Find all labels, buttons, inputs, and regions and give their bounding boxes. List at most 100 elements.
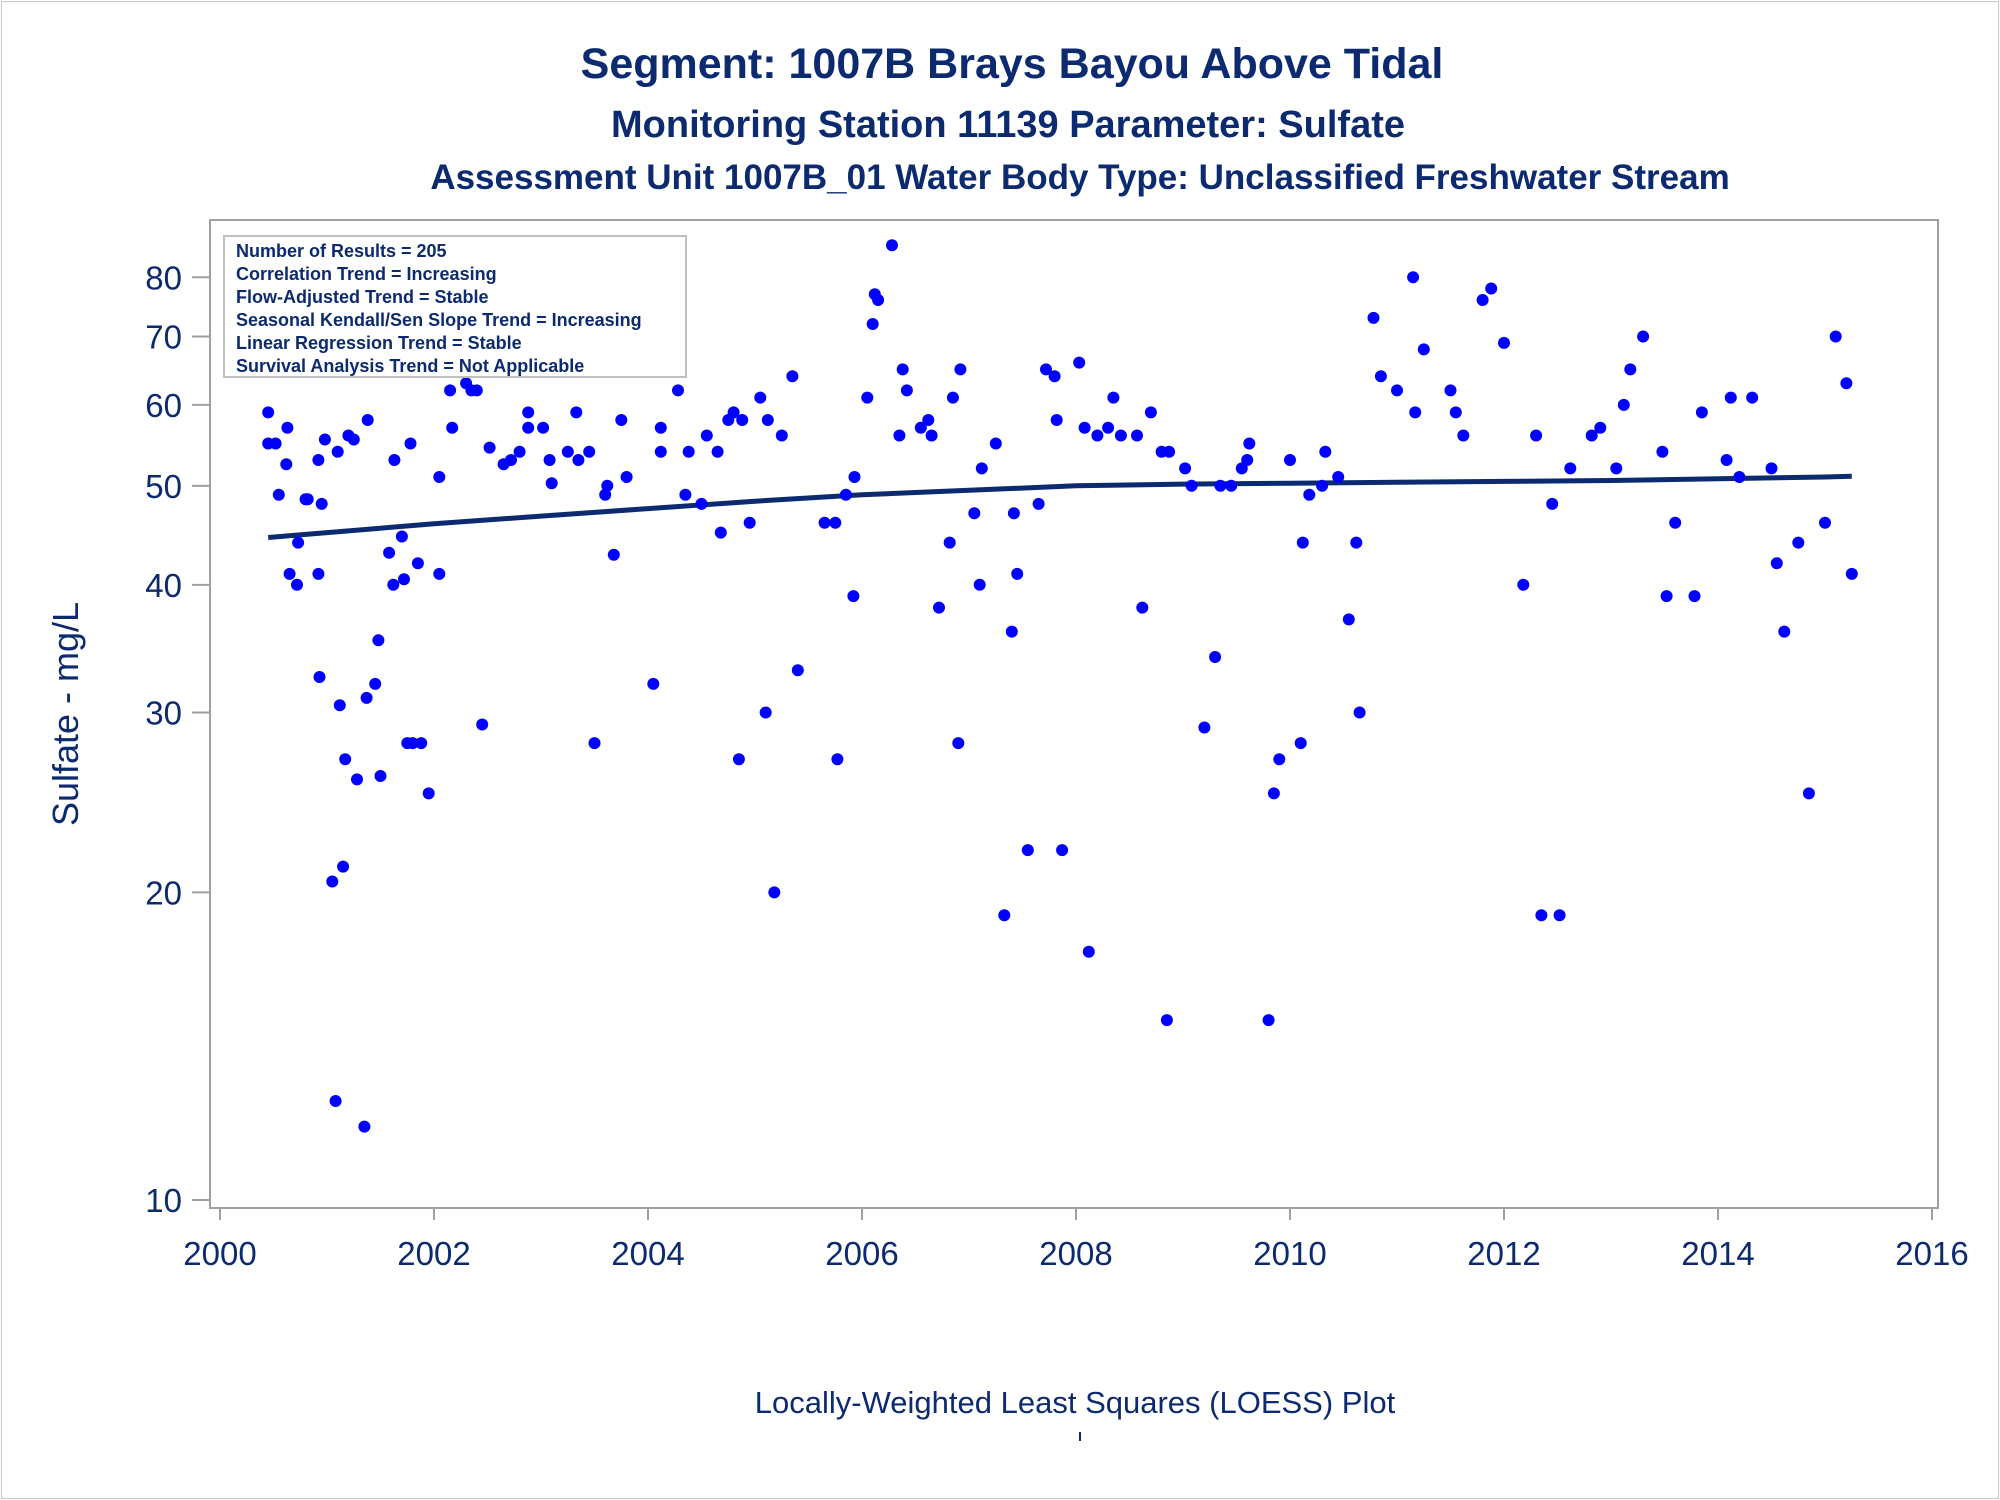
data-point (570, 406, 583, 419)
data-point (896, 363, 909, 376)
data-point (893, 429, 906, 442)
data-point (1267, 787, 1280, 800)
y-tick-label: 40 (145, 567, 182, 604)
data-point (1198, 721, 1211, 734)
data-point (1553, 909, 1566, 922)
data-point (329, 1095, 342, 1107)
data-point (1669, 516, 1682, 529)
data-point (1417, 343, 1430, 356)
data-point (743, 516, 756, 529)
data-point (1078, 421, 1091, 434)
data-point (1273, 753, 1286, 766)
data-point (1136, 601, 1149, 614)
data-point (1391, 384, 1403, 397)
data-point (818, 516, 831, 529)
data-point (1091, 429, 1104, 442)
data-point (433, 471, 446, 483)
data-point (262, 406, 275, 419)
chart-title: Segment: 1007B Brays Bayou Above Tidal (581, 40, 1444, 88)
data-point (1585, 429, 1598, 442)
data-point (537, 421, 550, 434)
data-point (914, 421, 927, 434)
data-point (422, 787, 435, 800)
data-point (754, 391, 767, 404)
data-point (572, 454, 585, 466)
data-point (1185, 479, 1198, 492)
data-point (900, 384, 913, 397)
data-point (1102, 421, 1115, 434)
data-point (1610, 462, 1623, 475)
data-point (522, 406, 535, 419)
x-tick-label: 2014 (1681, 1235, 1754, 1272)
data-point (1005, 625, 1018, 638)
data-point (395, 530, 408, 543)
data-point (1107, 391, 1120, 404)
data-point (1845, 567, 1858, 580)
data-point (1733, 471, 1746, 483)
data-point (975, 462, 988, 475)
data-point (337, 860, 350, 873)
data-point (1011, 567, 1024, 580)
data-point (388, 454, 401, 466)
data-point (1163, 445, 1176, 458)
legend-entry: Seasonal Kendall/Sen Slope Trend = Incre… (236, 310, 642, 330)
data-point (759, 706, 772, 719)
data-point (1243, 437, 1256, 450)
data-point (358, 1120, 371, 1133)
data-point (1457, 429, 1470, 442)
legend-entry: Survival Analysis Trend = Not Applicable (236, 356, 584, 376)
data-point (1114, 429, 1127, 442)
data-point (861, 391, 874, 404)
data-point (411, 557, 424, 570)
data-point (727, 406, 740, 419)
x-tick-label: 2016 (1895, 1235, 1968, 1272)
data-point (415, 737, 428, 750)
data-point (1294, 737, 1307, 750)
data-point (1032, 497, 1045, 510)
data-point (886, 239, 898, 252)
data-point (1535, 909, 1548, 922)
data-point (615, 414, 628, 426)
data-point (404, 437, 417, 450)
data-point (588, 737, 601, 750)
data-point (1303, 488, 1316, 501)
data-point (775, 429, 788, 442)
data-point (470, 384, 483, 397)
data-point (1241, 454, 1254, 466)
data-point (272, 488, 285, 501)
data-point (1284, 454, 1296, 466)
data-point (1179, 462, 1192, 475)
data-point (1332, 471, 1345, 483)
data-point (672, 384, 684, 397)
data-point (1374, 370, 1387, 383)
legend-entry: Flow-Adjusted Trend = Stable (236, 287, 489, 307)
data-point (933, 601, 945, 614)
points-group (262, 239, 1858, 1133)
data-point (946, 391, 959, 404)
data-point (829, 516, 842, 529)
data-point (847, 590, 860, 603)
data-point (1637, 330, 1650, 343)
data-point (791, 664, 804, 677)
data-point (786, 370, 799, 383)
x-axis: 2000 2002 2004 2006 2008 2010 2012 2014 2016 (183, 1207, 1969, 1272)
data-point (315, 497, 328, 510)
data-point (654, 445, 667, 458)
data-point (361, 414, 374, 426)
x-tick-label: 2012 (1467, 1235, 1540, 1272)
y-tick-label: 70 (145, 319, 182, 356)
data-point (351, 773, 363, 786)
data-point (1209, 651, 1222, 663)
data-point (360, 691, 373, 704)
data-point (679, 488, 692, 501)
x-tick-label: 2006 (825, 1235, 898, 1272)
y-tick-label: 50 (145, 468, 182, 505)
y-tick-label: 80 (145, 259, 182, 296)
data-point (1040, 363, 1052, 376)
data-point (522, 421, 535, 434)
data-point (1316, 479, 1329, 492)
data-point (1353, 706, 1366, 719)
data-point (1485, 282, 1498, 295)
y-tick-label: 10 (145, 1182, 182, 1219)
